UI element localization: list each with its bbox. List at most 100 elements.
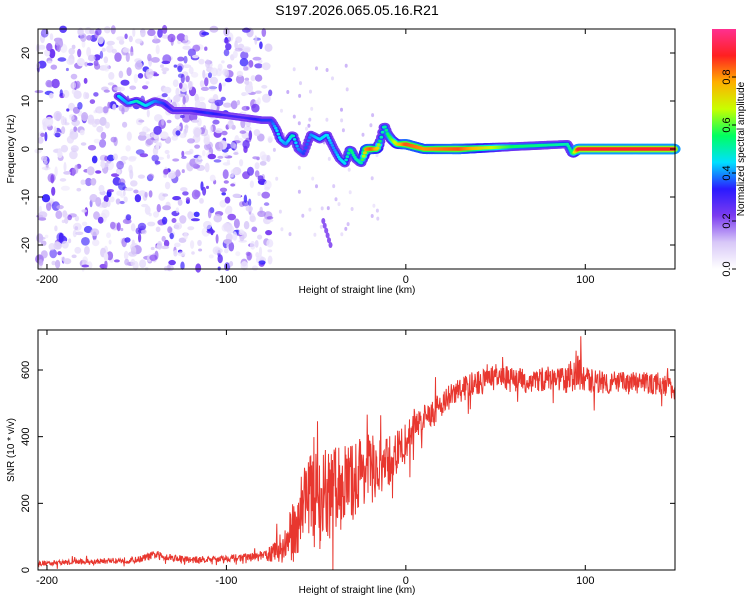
spectrogram-noise-blob xyxy=(308,207,312,212)
spectrogram-noise-blob xyxy=(167,172,176,179)
spectrogram-noise-blob xyxy=(44,234,49,239)
spectrogram-noise-blob xyxy=(319,224,323,229)
spectrogram-noise-blob xyxy=(90,228,100,237)
spectrogram-noise-blob xyxy=(138,190,147,196)
spectrogram-noise-blob xyxy=(224,196,231,204)
spectrogram-noise-blob xyxy=(177,251,186,257)
spectrogram-noise-blob xyxy=(240,51,249,60)
spectrogram-noise-blob xyxy=(125,214,132,221)
spectrogram-noise-blob xyxy=(192,44,201,52)
spectrogram-noise-blob xyxy=(215,68,222,77)
spectrogram-noise-blob xyxy=(181,150,185,157)
spectrogram-noise-blob xyxy=(139,259,147,269)
spectrogram-noise-blob xyxy=(65,67,69,72)
spectrogram-ridge-point xyxy=(331,146,336,150)
spectrogram-noise-blob xyxy=(187,226,195,231)
spectrogram-x-tick-label: 0 xyxy=(403,274,409,286)
colorbar-tick-label: 0.0 xyxy=(721,261,733,276)
spectrogram-noise-blob xyxy=(175,130,181,136)
spectrogram-noise-blob xyxy=(261,191,271,199)
snr-y-tick-label: 0 xyxy=(20,567,32,573)
spectrogram-noise-blob xyxy=(57,251,62,256)
spectrogram-noise-blob xyxy=(348,190,352,195)
spectrogram-noise-blob xyxy=(228,241,235,252)
spectrogram-noise-blob xyxy=(128,251,138,257)
spectrogram-noise-blob xyxy=(194,99,201,110)
spectrogram-noise-blob xyxy=(265,230,273,236)
spectrogram-noise-blob xyxy=(128,35,133,43)
spectrogram-noise-blob xyxy=(208,254,214,259)
spectrogram-noise-blob xyxy=(185,75,190,83)
spectrogram-noise-blob xyxy=(75,231,84,236)
spectrogram-noise-blob xyxy=(102,106,109,114)
spectrogram-noise-blob xyxy=(68,102,75,111)
spectrogram-noise-blob xyxy=(315,66,318,71)
spectrogram-noise-blob xyxy=(327,156,331,161)
spectrogram-noise-blob xyxy=(71,254,77,259)
spectrogram-noise-blob xyxy=(51,260,56,266)
spectrogram-ridge-point xyxy=(566,144,571,148)
spectrogram-noise-blob xyxy=(59,178,67,182)
spectrogram-noise-blob xyxy=(324,227,329,234)
spectrogram-noise-blob xyxy=(137,134,147,141)
spectrogram-noise-blob xyxy=(266,239,274,248)
spectrogram-noise-blob xyxy=(199,198,204,204)
spectrogram-noise-blob xyxy=(81,209,87,213)
spectrogram-ridge-point xyxy=(375,146,380,150)
spectrogram-ridge-point xyxy=(328,139,332,142)
spectrogram-noise-blob xyxy=(223,239,232,244)
colorbar-tick-label: 0.8 xyxy=(721,69,733,84)
spectrogram-noise-blob xyxy=(75,80,81,89)
spectrogram-noise-blob xyxy=(248,81,253,88)
spectrogram-ridge-point xyxy=(326,136,331,140)
spectrogram-noise-blob xyxy=(147,173,155,180)
spectrogram-noise-blob xyxy=(207,208,212,219)
spectrogram-noise-blob xyxy=(182,39,191,45)
spectrogram-noise-blob xyxy=(106,232,111,239)
spectrogram-noise-blob xyxy=(72,222,82,231)
spectrogram-noise-blob xyxy=(205,59,211,69)
spectrogram-noise-blob xyxy=(95,106,104,114)
spectrogram-noise-blob xyxy=(133,73,138,84)
spectrogram-noise-blob xyxy=(197,96,206,102)
spectrogram-ridge-point xyxy=(346,151,351,155)
spectrogram-noise-blob xyxy=(110,136,117,143)
snr-x-tick-label: 0 xyxy=(403,575,409,587)
spectrogram-ridge-point xyxy=(343,162,347,165)
spectrogram-noise-blob xyxy=(72,82,77,89)
spectrogram-noise-blob xyxy=(230,183,236,187)
spectrogram-noise-blob xyxy=(243,66,249,71)
spectrogram-noise-blob xyxy=(116,86,125,92)
spectrogram-noise-blob xyxy=(257,234,263,240)
spectrogram-noise-blob xyxy=(175,169,181,177)
spectrogram-noise-blob xyxy=(147,29,156,37)
spectrogram-ridge-point xyxy=(304,146,308,149)
snr-x-tick-label: -100 xyxy=(215,575,237,587)
spectrogram-noise-blob xyxy=(49,92,54,99)
spectrogram-noise-blob xyxy=(126,131,132,141)
spectrogram-noise-blob xyxy=(167,226,173,234)
spectrogram-noise-blob xyxy=(55,40,62,47)
spectrogram-noise-blob xyxy=(61,126,66,135)
spectrogram-noise-blob xyxy=(100,160,105,169)
spectrogram-noise-blob xyxy=(59,89,63,97)
colorbar-tick-label: 0.4 xyxy=(721,165,733,180)
spectrogram-noise-blob xyxy=(133,189,139,194)
spectrogram-noise-blob xyxy=(235,74,245,84)
spectrogram-noise-blob xyxy=(210,228,214,236)
spectrogram-noise-blob xyxy=(370,214,374,218)
spectrogram-noise-blob xyxy=(120,79,130,86)
snr-x-tick-label: 100 xyxy=(576,575,594,587)
spectrogram-noise-blob xyxy=(156,204,161,213)
spectrogram-noise-blob xyxy=(145,138,154,146)
snr-x-ticks: -200 -100 0 100 xyxy=(36,330,594,587)
spectrogram-noise-blob xyxy=(222,169,229,180)
spectrogram-noise-blob xyxy=(64,216,69,224)
spectrogram-noise-blob xyxy=(181,169,185,174)
spectrogram-noise-blob xyxy=(112,103,117,111)
spectrogram-noise-blob xyxy=(249,240,256,250)
spectrogram-noise-blob xyxy=(215,234,219,244)
spectrogram-noise-blob xyxy=(46,43,53,52)
spectrogram-noise-blob xyxy=(174,222,182,230)
spectrogram-noise-blob xyxy=(123,196,128,203)
